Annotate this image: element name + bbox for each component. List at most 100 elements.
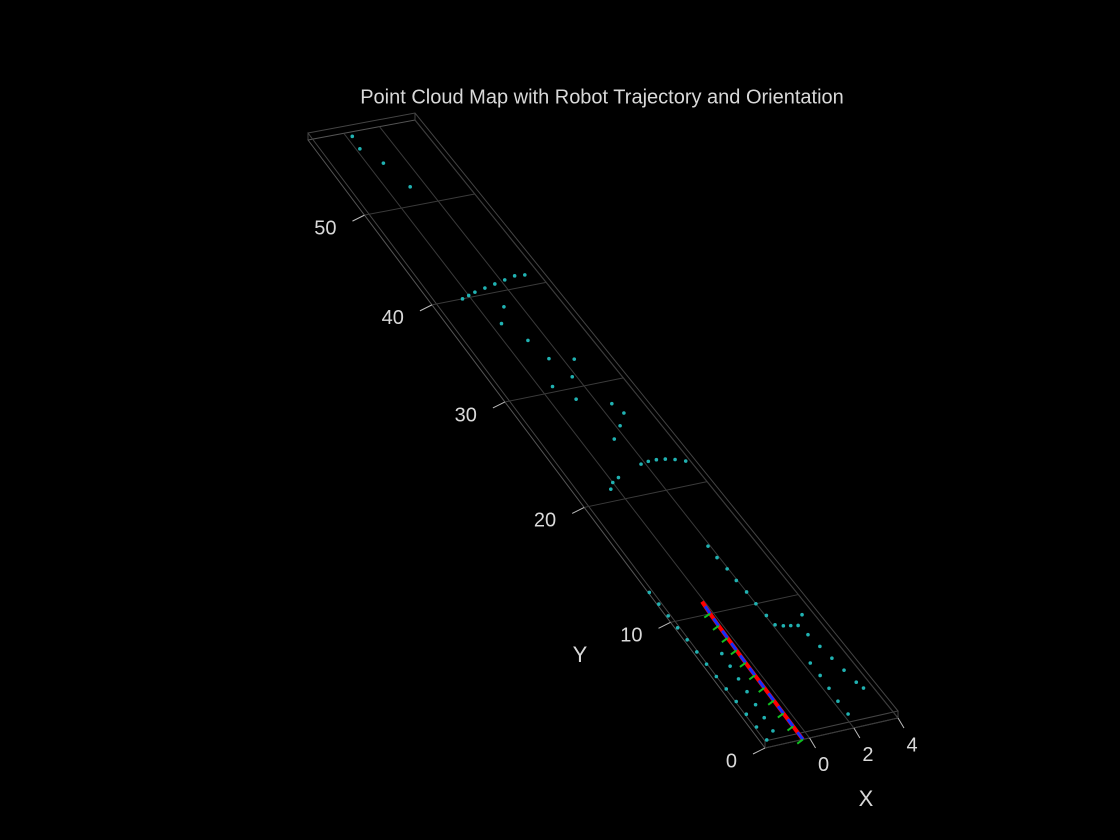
cloud-point bbox=[381, 161, 386, 165]
cloud-point bbox=[695, 650, 699, 654]
y-tick bbox=[752, 747, 766, 755]
cloud-point bbox=[754, 601, 758, 606]
grid-line bbox=[379, 126, 855, 729]
cloud-point bbox=[493, 282, 497, 286]
cloud-point bbox=[744, 712, 749, 717]
cloud-point bbox=[806, 632, 810, 637]
orientation-heading bbox=[721, 629, 729, 639]
cloud-point bbox=[846, 712, 850, 716]
cloud-point bbox=[547, 356, 551, 361]
cloud-point bbox=[616, 475, 621, 480]
cloud-point bbox=[574, 397, 578, 401]
cloud-point bbox=[673, 457, 677, 462]
x-tick bbox=[809, 737, 816, 749]
cloud-point bbox=[754, 725, 759, 729]
y-tick-label: 0 bbox=[726, 750, 737, 772]
cloud-point bbox=[720, 651, 724, 656]
x-axis-label: X bbox=[859, 786, 874, 811]
cloud-point bbox=[842, 668, 846, 672]
cloud-point bbox=[526, 338, 530, 343]
cloud-point bbox=[408, 185, 412, 189]
cloud-point bbox=[499, 321, 504, 326]
cloud-point bbox=[818, 644, 822, 649]
cloud-point bbox=[610, 401, 614, 406]
cloud-point bbox=[704, 662, 709, 666]
orientation-heading bbox=[757, 679, 766, 689]
cloud-point bbox=[663, 457, 668, 461]
orientation-heading bbox=[748, 667, 757, 677]
cloud-point bbox=[788, 623, 793, 628]
cloud-point bbox=[523, 273, 527, 277]
cloud-point bbox=[725, 567, 729, 571]
cloud-point bbox=[502, 304, 506, 309]
cloud-point bbox=[762, 715, 767, 720]
cloud-point bbox=[773, 623, 777, 627]
cloud-point bbox=[502, 278, 507, 282]
cloud-point bbox=[512, 274, 517, 278]
cloud-point bbox=[818, 673, 822, 678]
y-tick-label: 20 bbox=[534, 510, 556, 532]
cloud-point bbox=[753, 702, 758, 707]
y-tick bbox=[419, 304, 433, 312]
cloud-point bbox=[350, 134, 355, 139]
grid-line bbox=[364, 193, 475, 216]
cloud-point bbox=[808, 661, 813, 665]
cloud-point bbox=[764, 613, 769, 618]
orientation-lateral bbox=[739, 661, 747, 668]
cloud-point bbox=[854, 680, 859, 685]
cloud-point bbox=[622, 411, 626, 415]
x-tick bbox=[853, 727, 861, 739]
x-tick-label: 0 bbox=[818, 754, 829, 776]
cloud-point bbox=[736, 677, 741, 681]
cloud-point bbox=[744, 590, 749, 594]
cloud-point bbox=[685, 637, 689, 642]
orientation-lateral bbox=[721, 637, 729, 643]
cloud-point bbox=[609, 487, 613, 491]
cloud-point bbox=[728, 664, 732, 668]
orientation-heading bbox=[767, 692, 776, 702]
y-tick-label: 40 bbox=[382, 307, 404, 329]
orientation-lateral bbox=[786, 725, 794, 732]
cloud-point bbox=[724, 687, 729, 691]
cloud-point bbox=[827, 686, 831, 691]
y-tick-label: 50 bbox=[314, 217, 336, 239]
orientation-lateral bbox=[748, 674, 756, 681]
cloud-point bbox=[734, 578, 739, 583]
orientation-heading bbox=[730, 642, 738, 652]
cloud-point bbox=[836, 699, 840, 704]
orientation-heading bbox=[786, 718, 795, 728]
cloud-point bbox=[861, 686, 866, 690]
cloud-point bbox=[796, 623, 800, 628]
orientation-heading bbox=[703, 605, 712, 615]
cloud-point bbox=[714, 674, 719, 679]
y-tick-label: 30 bbox=[455, 404, 477, 426]
grid-line bbox=[670, 594, 799, 623]
grid-line bbox=[764, 717, 899, 749]
cloud-point bbox=[483, 286, 487, 290]
cloud-point bbox=[657, 602, 661, 606]
cloud-point bbox=[570, 374, 575, 379]
grid-line bbox=[414, 119, 899, 719]
cloud-point bbox=[734, 699, 739, 704]
y-axis-label: Y bbox=[573, 642, 588, 667]
axes-box-top bbox=[307, 112, 899, 742]
cloud-point bbox=[745, 689, 749, 694]
orientation-lateral bbox=[703, 612, 711, 619]
cloud-point bbox=[550, 384, 555, 389]
cloud-point bbox=[646, 459, 651, 464]
x-tick-label: 2 bbox=[862, 744, 873, 766]
cloud-point bbox=[675, 625, 680, 630]
cloud-point bbox=[654, 457, 659, 462]
y-tick-label: 10 bbox=[620, 625, 642, 647]
cloud-point bbox=[647, 590, 652, 595]
axes-box bbox=[307, 119, 899, 749]
cloud-point bbox=[572, 357, 577, 361]
orientation-lateral bbox=[796, 738, 804, 745]
cloud-point bbox=[706, 544, 710, 548]
cloud-point bbox=[715, 555, 719, 560]
cloud-point bbox=[466, 293, 471, 298]
orientation-lateral bbox=[730, 649, 738, 656]
cloud-point bbox=[781, 624, 786, 628]
grid-line bbox=[343, 133, 810, 739]
